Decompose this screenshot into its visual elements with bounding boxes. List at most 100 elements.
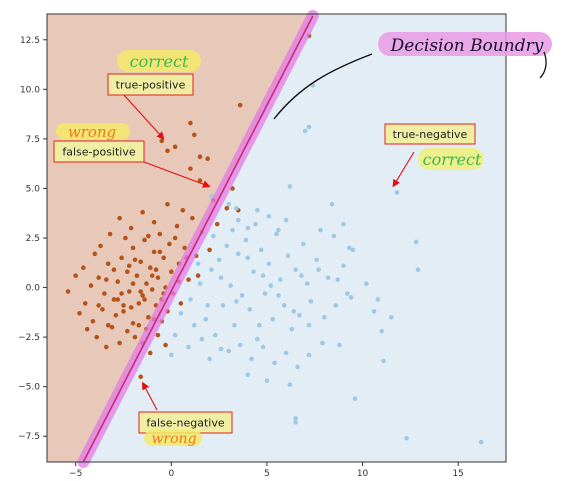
data-point-s1-84 (318, 227, 323, 233)
data-point-s1-75 (199, 336, 205, 342)
data-point-s1-106 (316, 267, 321, 273)
data-point-s0-101 (119, 291, 124, 296)
data-point-s0-102 (130, 281, 136, 286)
data-point-s0-25 (126, 289, 132, 294)
y-tick-label-1: −5.0 (18, 383, 40, 393)
data-point-s0-95 (132, 257, 138, 263)
data-point-s0-40 (157, 231, 163, 237)
data-point-s1-30 (213, 332, 218, 338)
data-point-s1-28 (203, 316, 209, 322)
false-negative-label: false-negative (146, 417, 224, 430)
data-point-s1-1 (226, 202, 231, 207)
data-point-s0-67 (94, 334, 100, 340)
data-point-s1-64 (249, 356, 254, 362)
data-point-s0-35 (147, 265, 153, 271)
wrong-note-bottom-highlight (144, 430, 202, 446)
data-point-s0-97 (157, 249, 163, 255)
data-point-s1-78 (178, 311, 184, 316)
data-point-s0-46 (169, 269, 174, 274)
data-point-s0-2 (172, 144, 178, 150)
data-point-s0-84 (163, 342, 168, 348)
data-point-s1-9 (306, 124, 312, 130)
data-point-s1-11 (331, 233, 337, 239)
x-tick-label-3: 10 (357, 469, 369, 479)
data-point-s0-68 (100, 307, 105, 312)
data-point-s1-50 (289, 326, 295, 332)
data-point-s1-104 (268, 283, 274, 288)
data-point-s0-106 (103, 277, 109, 282)
data-point-s1-4 (255, 207, 260, 213)
data-point-s0-48 (174, 223, 180, 229)
data-point-s1-21 (404, 435, 409, 441)
data-point-s0-64 (180, 207, 186, 213)
data-point-s0-28 (134, 273, 140, 278)
data-point-s0-52 (186, 277, 191, 282)
data-point-s0-63 (165, 202, 170, 207)
data-point-s1-12 (341, 221, 346, 227)
data-point-s0-98 (172, 235, 178, 241)
data-point-s1-46 (274, 231, 279, 237)
data-point-s1-48 (281, 303, 287, 308)
data-point-s1-52 (297, 313, 302, 318)
data-point-s0-31 (140, 293, 145, 298)
true-positive-label-box (107, 73, 194, 96)
data-point-s0-5 (197, 154, 203, 160)
data-point-s0-93 (111, 267, 117, 273)
correct-note-top-highlight (117, 50, 201, 72)
data-point-s0-85 (138, 374, 144, 380)
data-point-s1-72 (287, 382, 293, 387)
data-point-s1-66 (272, 360, 277, 366)
data-point-s0-70 (109, 324, 115, 330)
data-point-s1-58 (325, 275, 331, 280)
data-point-s0-74 (125, 328, 130, 334)
scatter-points (65, 33, 484, 445)
data-point-s0-60 (128, 225, 134, 231)
x-tick-label-1: 0 (168, 469, 174, 479)
data-point-s1-23 (352, 396, 358, 401)
decision-boundary-note-highlight (378, 32, 552, 56)
data-point-s0-33 (144, 281, 149, 286)
data-point-s1-87 (364, 281, 369, 286)
data-point-s1-31 (216, 257, 222, 263)
data-point-s1-93 (276, 293, 281, 298)
data-point-s0-32 (142, 237, 147, 243)
data-point-s0-61 (140, 209, 145, 215)
data-point-s0-11 (224, 205, 230, 211)
data-point-s1-5 (266, 213, 272, 219)
x-tick-label-0: −5 (69, 469, 82, 479)
data-point-s0-22 (119, 255, 124, 261)
data-point-s0-89 (81, 265, 86, 271)
decision-boundary-note: Decision Boundry (390, 36, 544, 56)
data-point-s0-8 (197, 178, 203, 183)
data-point-s1-102 (234, 299, 239, 304)
data-point-s1-59 (333, 303, 339, 308)
data-point-s1-32 (220, 303, 226, 308)
data-point-s0-57 (214, 221, 220, 227)
data-point-s1-7 (287, 184, 293, 189)
data-point-s1-35 (232, 322, 237, 328)
data-point-s1-95 (306, 322, 312, 328)
data-point-s1-2 (235, 217, 241, 223)
data-point-s1-82 (253, 221, 258, 227)
correct-note-top: correct (130, 52, 189, 71)
data-point-s1-54 (304, 281, 310, 286)
data-point-s1-36 (235, 251, 241, 257)
data-point-s1-83 (276, 227, 281, 233)
data-point-s0-16 (96, 275, 101, 280)
data-point-s1-44 (266, 261, 272, 267)
data-point-s0-37 (151, 249, 157, 255)
data-point-s1-70 (245, 372, 251, 378)
y-tick-label-6: 7.5 (26, 135, 40, 145)
data-point-s1-24 (293, 416, 298, 421)
y-tick-label-8: 12.5 (20, 36, 40, 46)
y-tick-label-4: 2.5 (26, 234, 40, 244)
false-negative-label-arrow (142, 381, 158, 411)
true-negative-label: true-negative (393, 128, 468, 141)
data-point-s1-65 (260, 344, 266, 350)
false-positive-label-arrow (143, 161, 211, 188)
data-point-s1-96 (322, 314, 327, 320)
data-point-s1-45 (270, 316, 275, 322)
data-point-s1-76 (191, 322, 197, 328)
data-point-s0-62 (151, 219, 157, 225)
data-point-s0-29 (136, 301, 142, 306)
